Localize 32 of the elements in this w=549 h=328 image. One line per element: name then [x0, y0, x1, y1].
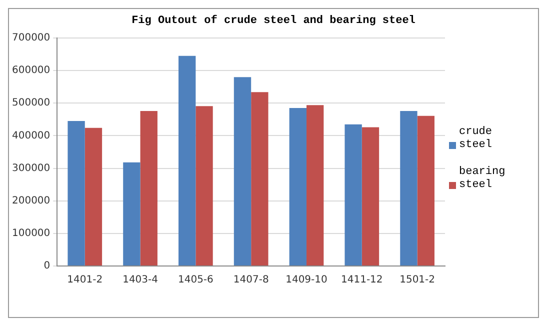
y-tick-label: 700000: [12, 32, 50, 44]
x-tick-label: 1501-2: [400, 274, 436, 286]
x-tick-label: 1403-4: [122, 274, 158, 286]
x-tick-label: 1411-12: [340, 274, 383, 286]
x-tick-label: 1409-10: [286, 274, 328, 286]
y-tick-label: 300000: [12, 162, 50, 174]
bar: [400, 110, 418, 266]
bar: [251, 92, 268, 266]
bar: [344, 124, 362, 266]
y-tick-label: 100000: [12, 228, 50, 240]
bar: [68, 121, 85, 266]
bar: [234, 77, 252, 266]
bar: [178, 56, 196, 266]
y-tick-label: 0: [44, 260, 50, 272]
y-tick-label: 400000: [12, 130, 50, 142]
y-tick-label: 500000: [12, 98, 50, 109]
bar: [84, 128, 102, 266]
bar: [123, 162, 140, 266]
bar: [417, 116, 434, 266]
legend-label: bearing steel: [459, 166, 506, 192]
bar: [289, 108, 306, 266]
y-tick-label: 200000: [12, 195, 50, 206]
y-tick-label: 600000: [12, 65, 50, 76]
legend-label: crude steel: [459, 126, 494, 152]
x-tick-label: 1407-8: [233, 274, 269, 286]
chart-title: Fig Outout of crude steel and bearing steel: [130, 15, 416, 27]
bar: [362, 127, 380, 266]
bar: [306, 105, 324, 266]
bar: [140, 110, 158, 266]
x-tick-label: 1401-2: [67, 274, 103, 286]
x-tick-label: 1405-6: [178, 274, 214, 286]
bar: [196, 106, 213, 266]
